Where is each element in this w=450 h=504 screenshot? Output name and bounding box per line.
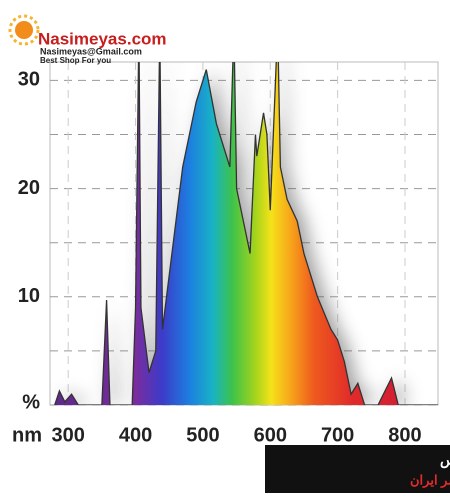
shop-name: فروشگاه اینترنتی نسیم یاس: [440, 452, 450, 469]
logo-sun: [15, 21, 33, 39]
x-tick-label: 300: [52, 424, 85, 446]
y-tick-label: 20: [18, 177, 40, 199]
y-tick-label: 10: [18, 285, 40, 307]
x-tick-label: 700: [321, 424, 354, 446]
x-tick-label: 400: [119, 424, 152, 446]
email: Nasimeyas@Gmail.com: [40, 46, 142, 56]
x-tick-label: 600: [254, 424, 287, 446]
spectrum-area: [54, 62, 438, 405]
spectrum-line: [54, 62, 438, 405]
slogan: Best Shop For you: [40, 56, 111, 65]
brand: Nasimeyas.com: [38, 29, 167, 48]
banner-bg: [265, 445, 450, 493]
y-tick-label: %: [22, 391, 40, 413]
y-tick-label: 30: [18, 69, 40, 91]
x-tick-label: 800: [388, 424, 421, 446]
logo-rays: [8, 14, 40, 46]
logo: Nasimeyas.com Nasimeyas@Gmail.com Best S…: [8, 14, 167, 65]
x-axis-label: nm: [12, 424, 42, 446]
shipping: ارسال به سراسر ایران: [410, 472, 450, 488]
plot: [54, 62, 438, 405]
x-tick-label: 500: [186, 424, 219, 446]
shop-banner: فروشگاه اینترنتی نسیم یاس ارسال به سراسر…: [265, 445, 450, 493]
axes: % 10 20 30 300 400 500 600 700 800: [18, 69, 422, 447]
